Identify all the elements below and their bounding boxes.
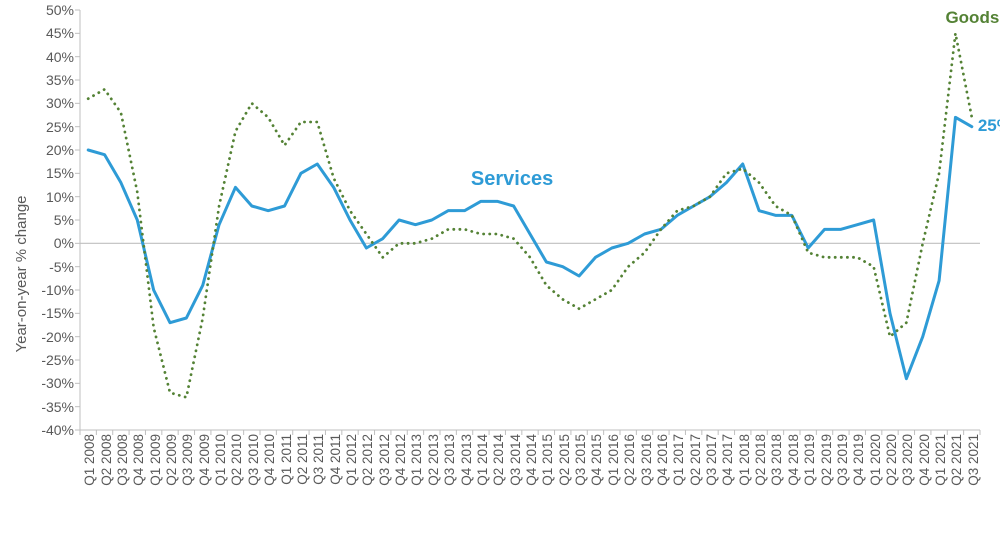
x-tick-label: Q3 2015 — [573, 434, 588, 486]
y-tick-label: 15% — [46, 165, 80, 181]
x-tick-label: Q1 2011 — [279, 434, 294, 485]
x-tick-label: Q1 2015 — [540, 434, 555, 486]
y-tick-label: -10% — [41, 282, 80, 298]
x-tick-label: Q4 2016 — [655, 434, 670, 486]
series-label-services: Services — [471, 168, 553, 191]
x-tick-label: Q2 2013 — [426, 434, 441, 486]
x-tick-label: Q3 2011 — [311, 434, 326, 485]
x-tick-label: Q4 2011 — [328, 434, 343, 485]
x-tick-label: Q2 2010 — [229, 434, 244, 486]
x-tick-label: Q3 2017 — [704, 434, 719, 486]
x-tick-label: Q3 2018 — [769, 434, 784, 486]
x-tick-label: Q4 2010 — [262, 434, 277, 486]
x-tick-label: Q4 2012 — [393, 434, 408, 486]
x-tick-label: Q4 2014 — [524, 434, 539, 486]
x-tick-label: Q3 2013 — [442, 434, 457, 486]
x-tick-label: Q3 2020 — [900, 434, 915, 486]
x-tick-label: Q1 2010 — [213, 434, 228, 486]
x-tick-label: Q4 2020 — [917, 434, 932, 486]
x-tick-label: Q3 2008 — [115, 434, 130, 486]
x-tick-label: Q2 2008 — [99, 434, 114, 486]
y-tick-label: 30% — [46, 95, 80, 111]
y-tick-label: 0% — [54, 235, 80, 251]
x-tick-label: Q4 2019 — [851, 434, 866, 486]
x-tick-label: Q1 2009 — [148, 434, 163, 486]
x-tick-label: Q3 2009 — [180, 434, 195, 486]
x-tick-label: Q2 2017 — [688, 434, 703, 486]
x-tick-label: Q4 2009 — [197, 434, 212, 486]
plot-svg — [80, 10, 980, 430]
x-tick-label: Q1 2019 — [802, 434, 817, 486]
x-tick-label: Q1 2021 — [933, 434, 948, 486]
x-tick-label: Q3 2021 — [966, 434, 981, 486]
y-tick-label: 20% — [46, 142, 80, 158]
x-tick-label: Q2 2011 — [295, 434, 310, 485]
series-label-goods: Goods — [945, 8, 999, 28]
x-tick-label: Q3 2014 — [508, 434, 523, 486]
y-tick-label: -40% — [41, 422, 80, 438]
x-tick-label: Q2 2009 — [164, 434, 179, 486]
x-tick-label: Q3 2019 — [835, 434, 850, 486]
x-tick-label: Q4 2015 — [589, 434, 604, 486]
x-tick-label: Q2 2019 — [819, 434, 834, 486]
y-tick-label: 35% — [46, 72, 80, 88]
y-tick-label: -15% — [41, 305, 80, 321]
x-tick-label: Q1 2008 — [82, 434, 97, 486]
series-end-value-services: 25% — [978, 116, 1000, 136]
x-tick-label: Q3 2012 — [377, 434, 392, 486]
x-tick-label: Q1 2017 — [671, 434, 686, 486]
plot-area: -40%-35%-30%-25%-20%-15%-10%-5%0%5%10%15… — [80, 10, 980, 430]
x-tick-label: Q2 2021 — [949, 434, 964, 486]
x-tick-label: Q1 2012 — [344, 434, 359, 486]
x-tick-label: Q3 2010 — [246, 434, 261, 486]
x-tick-label: Q2 2016 — [622, 434, 637, 486]
x-tick-label: Q3 2016 — [639, 434, 654, 486]
y-tick-label: -20% — [41, 329, 80, 345]
x-tick-label: Q4 2018 — [786, 434, 801, 486]
x-tick-label: Q4 2008 — [131, 434, 146, 486]
y-tick-label: 50% — [46, 2, 80, 18]
x-tick-label: Q1 2013 — [409, 434, 424, 486]
x-tick-label: Q1 2014 — [475, 434, 490, 486]
x-tick-label: Q4 2017 — [720, 434, 735, 486]
y-tick-label: 45% — [46, 25, 80, 41]
yoy-change-chart: Year-on-year % change -40%-35%-30%-25%-2… — [0, 0, 1000, 547]
y-tick-label: -35% — [41, 399, 80, 415]
y-tick-label: 10% — [46, 189, 80, 205]
y-tick-label: -30% — [41, 375, 80, 391]
y-tick-label: -5% — [49, 259, 80, 275]
x-tick-label: Q2 2014 — [491, 434, 506, 486]
series-services — [88, 117, 972, 378]
x-tick-label: Q2 2015 — [557, 434, 572, 486]
y-axis-title: Year-on-year % change — [13, 195, 30, 352]
x-tick-label: Q4 2013 — [459, 434, 474, 486]
x-tick-label: Q2 2018 — [753, 434, 768, 486]
x-tick-label: Q1 2016 — [606, 434, 621, 486]
x-tick-label: Q2 2020 — [884, 434, 899, 486]
series-goods — [88, 33, 972, 397]
y-tick-label: 25% — [46, 119, 80, 135]
y-tick-label: 40% — [46, 49, 80, 65]
x-tick-label: Q1 2018 — [737, 434, 752, 486]
x-tick-label: Q2 2012 — [360, 434, 375, 486]
x-tick-label: Q1 2020 — [868, 434, 883, 486]
y-tick-label: -25% — [41, 352, 80, 368]
y-tick-label: 5% — [54, 212, 80, 228]
